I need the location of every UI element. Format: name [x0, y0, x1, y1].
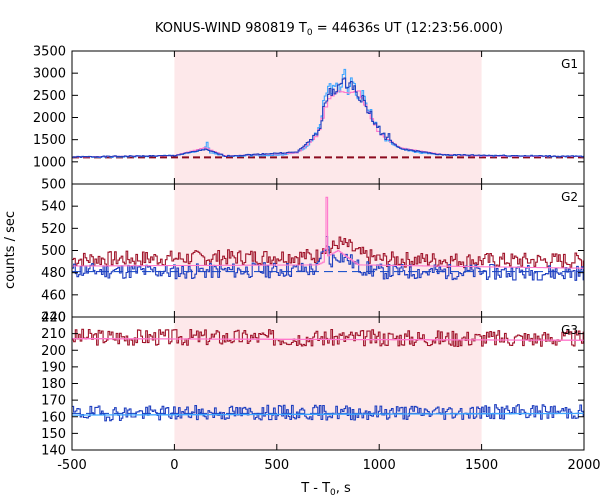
y-tick-label: 460 [41, 288, 66, 303]
series-line-pink [72, 337, 584, 341]
y-tick-label: 480 [41, 266, 66, 281]
y-tick-label: 2000 [33, 111, 66, 126]
y-tick-label: 180 [41, 377, 66, 392]
y-tick-label: 170 [41, 394, 66, 409]
y-tick-label: 520 [41, 222, 66, 237]
x-axis-title-subscript: 0 [330, 488, 336, 498]
series-line-cyan [72, 412, 584, 416]
y-tick-label: 210 [41, 327, 66, 342]
plot-area: 500100015002000250030003500G144046048050… [33, 45, 600, 474]
x-tick-label: 1500 [465, 458, 498, 473]
x-tick-label: -500 [57, 458, 87, 473]
highlight-band [174, 317, 482, 450]
panel-label-g1: G1 [561, 57, 578, 71]
y-tick-label: 1500 [33, 133, 66, 148]
y-tick-label: 3500 [33, 45, 66, 60]
x-tick-label: 500 [264, 458, 289, 473]
y-tick-label: 500 [41, 244, 66, 259]
highlight-band [174, 51, 482, 184]
y-tick-label: 540 [41, 200, 66, 215]
x-axis-title: T - T0, s [300, 481, 351, 498]
y-tick-label: 500 [41, 178, 66, 193]
y-tick-label: 200 [41, 344, 66, 359]
y-tick-label: 140 [41, 444, 66, 459]
chart-title-rest: = 44636s UT (12:23:56.000) [313, 21, 503, 36]
y-tick-label: 150 [41, 427, 66, 442]
panel-label-g2: G2 [561, 190, 578, 204]
series-line-pink [72, 196, 584, 269]
y-tick-label: 160 [41, 410, 66, 425]
x-tick-label: 2000 [567, 458, 600, 473]
series-line-blue [72, 404, 584, 422]
y-tick-label: 2500 [33, 89, 66, 104]
y-tick-label: 440 [41, 311, 66, 326]
y-tick-label: 190 [41, 360, 66, 375]
y-tick-label: 220 [41, 311, 66, 326]
x-axis-title-rest: , s [336, 481, 351, 496]
chart-title: KONUS-WIND 980819 T0 = 44636s UT (12:23:… [155, 21, 503, 38]
y-tick-label: 3000 [33, 67, 66, 82]
chart-title-subscript: 0 [307, 28, 313, 38]
series-line-red [72, 328, 584, 348]
y-axis-title: counts / sec [3, 211, 18, 289]
chart-title-main: KONUS-WIND 980819 T [155, 21, 307, 36]
x-axis-title-main: T - T [300, 481, 330, 496]
x-tick-label: 0 [170, 458, 178, 473]
x-tick-label: 1000 [363, 458, 396, 473]
y-tick-label: 1000 [33, 155, 66, 170]
series-line-blue [72, 77, 584, 158]
panel-label-g3: G3 [561, 323, 578, 337]
